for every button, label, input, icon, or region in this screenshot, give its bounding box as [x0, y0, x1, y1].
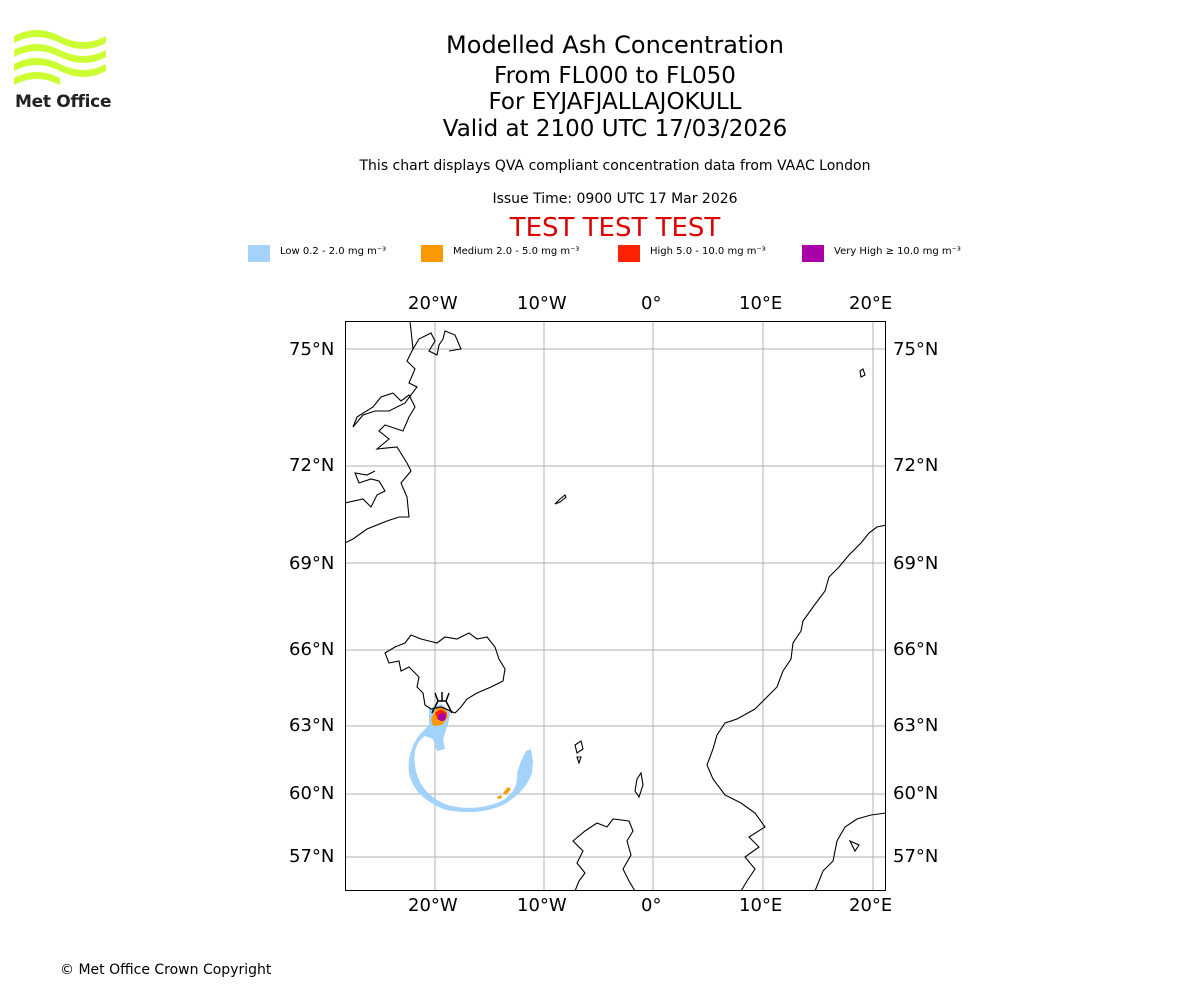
lat-tick-right-60n: 60°N: [893, 783, 939, 804]
legend-label-very-high: Very High ≥ 10.0 mg m⁻³: [834, 246, 961, 257]
lat-tick-right-69n: 69°N: [893, 553, 939, 574]
volcano-icon: [431, 692, 453, 714]
lon-tick-bottom-0: 0°: [641, 895, 662, 916]
lat-tick-left-60n: 60°N: [289, 783, 335, 804]
lon-tick-top-0: 0°: [641, 293, 662, 314]
volcano-name: For EYJAFJALLAJOKULL: [488, 89, 742, 115]
lon-tick-top-20w: 20°W: [408, 293, 458, 314]
ash-medium-streak: [497, 787, 511, 799]
lon-tick-top-20e: 20°E: [849, 293, 893, 314]
legend-swatch-very-high: [802, 245, 824, 262]
chart-title: Modelled Ash Concentration: [446, 31, 784, 59]
copyright-notice: © Met Office Crown Copyright: [60, 962, 272, 978]
legend-label-low: Low 0.2 - 2.0 mg m⁻³: [280, 246, 387, 257]
lat-tick-left-69n: 69°N: [289, 553, 335, 574]
lon-tick-bottom-10w: 10°W: [517, 895, 567, 916]
ash-low-area: [408, 704, 533, 813]
issue-time: Issue Time: 0900 UTC 17 Mar 2026: [492, 191, 738, 207]
legend-swatch-medium: [421, 245, 443, 262]
lon-tick-bottom-20e: 20°E: [849, 895, 893, 916]
map-frame: [345, 321, 886, 891]
lon-tick-bottom-10e: 10°E: [739, 895, 783, 916]
lat-tick-right-57n: 57°N: [893, 846, 939, 867]
lon-tick-bottom-20w: 20°W: [408, 895, 458, 916]
logo-text: Met Office: [15, 92, 112, 112]
lat-tick-left-66n: 66°N: [289, 639, 335, 660]
lat-tick-right-63n: 63°N: [893, 715, 939, 736]
met-office-logo-icon: [14, 30, 106, 85]
coastlines: [345, 321, 886, 891]
legend-swatch-high: [618, 245, 640, 262]
chart-subtitle: This chart displays QVA compliant concen…: [359, 158, 871, 174]
map-gridlines: [345, 321, 886, 891]
test-banner: TEST TEST TEST: [509, 213, 721, 243]
lat-tick-left-72n: 72°N: [289, 455, 335, 476]
lat-tick-left-75n: 75°N: [289, 339, 335, 360]
lat-tick-right-72n: 72°N: [893, 455, 939, 476]
lat-tick-right-66n: 66°N: [893, 639, 939, 660]
ash-very-high-area: [438, 713, 446, 721]
lat-tick-right-75n: 75°N: [893, 339, 939, 360]
lat-tick-left-57n: 57°N: [289, 846, 335, 867]
ash-map: [345, 321, 886, 891]
lat-tick-left-63n: 63°N: [289, 715, 335, 736]
lon-tick-top-10e: 10°E: [739, 293, 783, 314]
legend-swatch-low: [248, 245, 270, 262]
legend-label-high: High 5.0 - 10.0 mg m⁻³: [650, 246, 766, 257]
validity-time: Valid at 2100 UTC 17/03/2026: [442, 116, 788, 142]
flight-level-range: From FL000 to FL050: [494, 63, 736, 89]
legend-label-medium: Medium 2.0 - 5.0 mg m⁻³: [453, 246, 580, 257]
lon-tick-top-10w: 10°W: [517, 293, 567, 314]
